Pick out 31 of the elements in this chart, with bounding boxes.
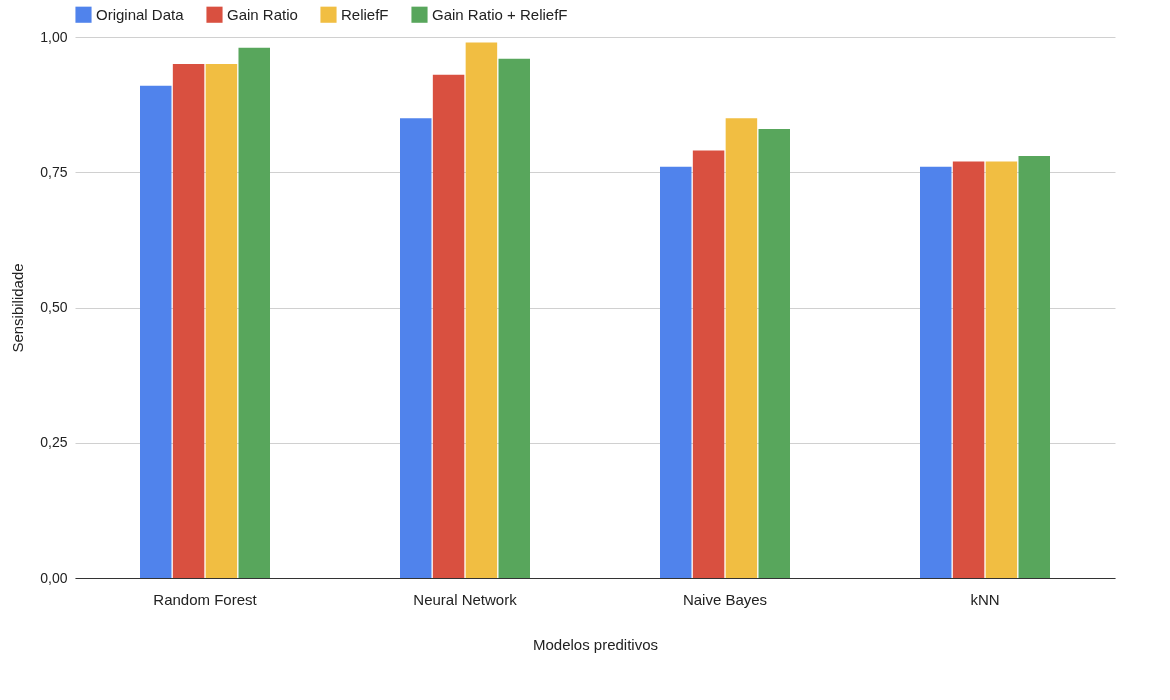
bar (1018, 156, 1050, 578)
x-tick-label: Neural Network (413, 590, 518, 608)
bar (498, 58, 530, 578)
y-tick-label: 0,75 (40, 163, 68, 180)
bar (692, 150, 725, 578)
bar (758, 128, 790, 578)
bar (205, 64, 238, 578)
bar (140, 85, 172, 578)
bar (660, 166, 692, 578)
bar (725, 118, 758, 578)
legend-label: Gain Ratio + ReliefF (432, 5, 568, 23)
bar (985, 161, 1018, 578)
bar (920, 166, 952, 578)
x-axis-title: Modelos preditivos (532, 635, 659, 653)
bar (432, 74, 465, 578)
y-tick-label: 0,00 (40, 569, 68, 586)
x-tick-label: Random Forest (153, 590, 258, 608)
bar (952, 161, 985, 578)
y-axis-title: Sensibilidade (9, 263, 27, 353)
bar (400, 118, 432, 578)
x-tick-label: Naive Bayes (682, 590, 768, 608)
bar (465, 42, 498, 578)
y-tick-label: 0,25 (40, 434, 68, 451)
bar (238, 47, 270, 578)
x-tick-label: kNN (970, 590, 1000, 608)
y-tick-label: 1,00 (40, 28, 68, 45)
bar (172, 64, 205, 578)
legend-label: ReliefF (341, 5, 389, 23)
legend-label: Original Data (96, 5, 185, 23)
legend-label: Gain Ratio (227, 5, 298, 23)
y-tick-label: 0,50 (40, 299, 68, 315)
